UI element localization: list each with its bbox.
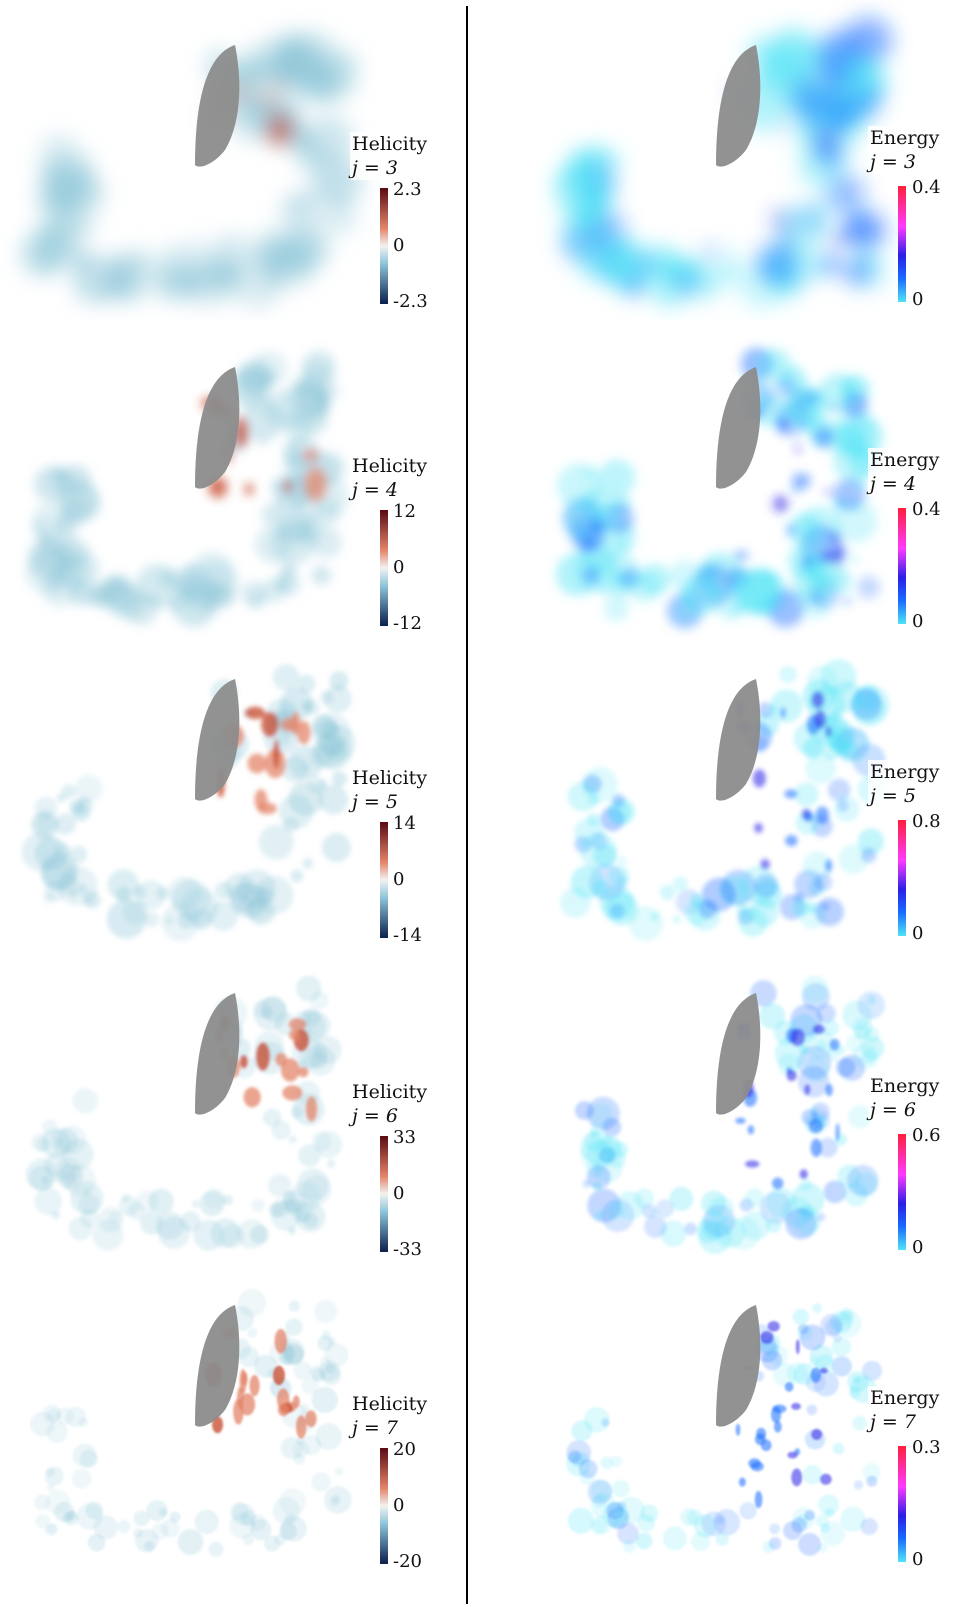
energy-panel-5: Energy j = 5 0.8 0 bbox=[503, 634, 969, 954]
level-index: j = 5 bbox=[870, 785, 916, 807]
helicity-volume-render bbox=[21, 664, 356, 942]
colorbar-max-label: 0.4 bbox=[912, 499, 941, 520]
colorbar-min-label: -12 bbox=[393, 613, 422, 634]
colorbar-max-label: 20 bbox=[393, 1439, 416, 1460]
colorbar-max-label: 0.3 bbox=[912, 1437, 941, 1458]
level-index: j = 4 bbox=[352, 479, 398, 501]
colorbar-max-label: 33 bbox=[393, 1127, 416, 1148]
quantity-title: Helicity bbox=[352, 1081, 428, 1103]
helicity-volume-render bbox=[25, 975, 343, 1251]
colorbar-max-label: 2.3 bbox=[393, 179, 422, 200]
quantity-title: Energy bbox=[870, 127, 940, 149]
helicity-colorbar bbox=[380, 1448, 388, 1564]
colorbar-min-label: 0 bbox=[912, 1237, 924, 1258]
helicity-panel-7: Helicity j = 7 20 0 -20 bbox=[0, 1260, 466, 1580]
colorbar-zero-label: 0 bbox=[393, 1183, 405, 1204]
colorbar-zero-label: 0 bbox=[393, 235, 405, 256]
colorbar-zero-label: 0 bbox=[393, 1495, 405, 1516]
level-index: j = 3 bbox=[870, 151, 916, 173]
energy-volume-render bbox=[553, 16, 893, 310]
colorbar-max-label: 14 bbox=[393, 813, 416, 834]
helicity-colorbar bbox=[380, 822, 388, 938]
helicity-panel-4: Helicity j = 4 12 0 -12 bbox=[0, 322, 466, 642]
colorbar-max-label: 0.6 bbox=[912, 1125, 941, 1146]
quantity-title: Helicity bbox=[352, 1393, 428, 1415]
helicity-panel-5: Helicity j = 5 14 0 -14 bbox=[0, 634, 466, 954]
helicity-volume-render bbox=[30, 1289, 352, 1557]
helicity-panel-3: Helicity j = 3 2.3 0 -2.3 bbox=[0, 0, 466, 320]
helicity-colorbar bbox=[380, 1136, 388, 1252]
energy-colorbar bbox=[898, 1446, 906, 1562]
quantity-title: Energy bbox=[870, 761, 940, 783]
level-index: j = 6 bbox=[870, 1099, 916, 1121]
colorbar-min-label: 0 bbox=[912, 289, 924, 310]
colorbar-min-label: -20 bbox=[393, 1551, 422, 1572]
energy-panel-6: Energy j = 6 0.6 0 bbox=[503, 948, 969, 1268]
colorbar-min-label: 0 bbox=[912, 611, 924, 632]
level-index: j = 5 bbox=[352, 791, 398, 813]
energy-volume-render bbox=[575, 975, 886, 1255]
level-index: j = 6 bbox=[352, 1105, 398, 1127]
energy-label: Energy j = 5 bbox=[868, 760, 942, 808]
helicity-panel-6: Helicity j = 6 33 0 -33 bbox=[0, 948, 466, 1268]
helicity-label: Helicity j = 5 bbox=[350, 766, 430, 814]
colorbar-max-label: 0.4 bbox=[912, 177, 941, 198]
quantity-title: Energy bbox=[870, 1387, 940, 1409]
colorbar-zero-label: 0 bbox=[393, 557, 405, 578]
energy-colorbar bbox=[898, 186, 906, 302]
colorbar-zero-label: 0 bbox=[393, 869, 405, 890]
helicity-volume-render bbox=[19, 30, 363, 310]
helicity-label: Helicity j = 7 bbox=[350, 1392, 430, 1440]
energy-label: Energy j = 4 bbox=[868, 448, 942, 496]
colorbar-max-label: 0.8 bbox=[912, 811, 941, 832]
energy-panel-7: Energy j = 7 0.3 0 bbox=[503, 1260, 969, 1580]
colorbar-min-label: -2.3 bbox=[393, 291, 428, 312]
quantity-title: Helicity bbox=[352, 767, 428, 789]
energy-colorbar bbox=[898, 820, 906, 936]
panel-divider bbox=[466, 6, 468, 1604]
energy-colorbar bbox=[898, 508, 906, 624]
energy-label: Energy j = 6 bbox=[868, 1074, 942, 1122]
energy-panel-4: Energy j = 4 0.4 0 bbox=[503, 322, 969, 642]
helicity-label: Helicity j = 4 bbox=[350, 454, 430, 502]
energy-volume-render bbox=[566, 1303, 883, 1556]
level-index: j = 7 bbox=[870, 1411, 916, 1433]
helicity-label: Helicity j = 3 bbox=[350, 132, 430, 180]
helicity-colorbar bbox=[380, 188, 388, 304]
colorbar-max-label: 12 bbox=[393, 501, 416, 522]
quantity-title: Helicity bbox=[352, 455, 428, 477]
colorbar-min-label: 0 bbox=[912, 1549, 924, 1570]
energy-colorbar bbox=[898, 1134, 906, 1250]
quantity-title: Energy bbox=[870, 1075, 940, 1097]
quantity-title: Energy bbox=[870, 449, 940, 471]
helicity-colorbar bbox=[380, 510, 388, 626]
level-index: j = 3 bbox=[352, 157, 398, 179]
energy-panel-3: Energy j = 3 0.4 0 bbox=[503, 0, 969, 320]
helicity-volume-render bbox=[24, 350, 349, 628]
energy-label: Energy j = 3 bbox=[868, 126, 942, 174]
helicity-label: Helicity j = 6 bbox=[350, 1080, 430, 1128]
quantity-title: Helicity bbox=[352, 133, 428, 155]
colorbar-min-label: -33 bbox=[393, 1239, 422, 1260]
colorbar-min-label: -14 bbox=[393, 925, 422, 946]
energy-volume-render bbox=[555, 346, 884, 629]
level-index: j = 4 bbox=[870, 473, 916, 495]
energy-label: Energy j = 7 bbox=[868, 1386, 942, 1434]
level-index: j = 7 bbox=[352, 1417, 398, 1439]
colorbar-min-label: 0 bbox=[912, 923, 924, 944]
